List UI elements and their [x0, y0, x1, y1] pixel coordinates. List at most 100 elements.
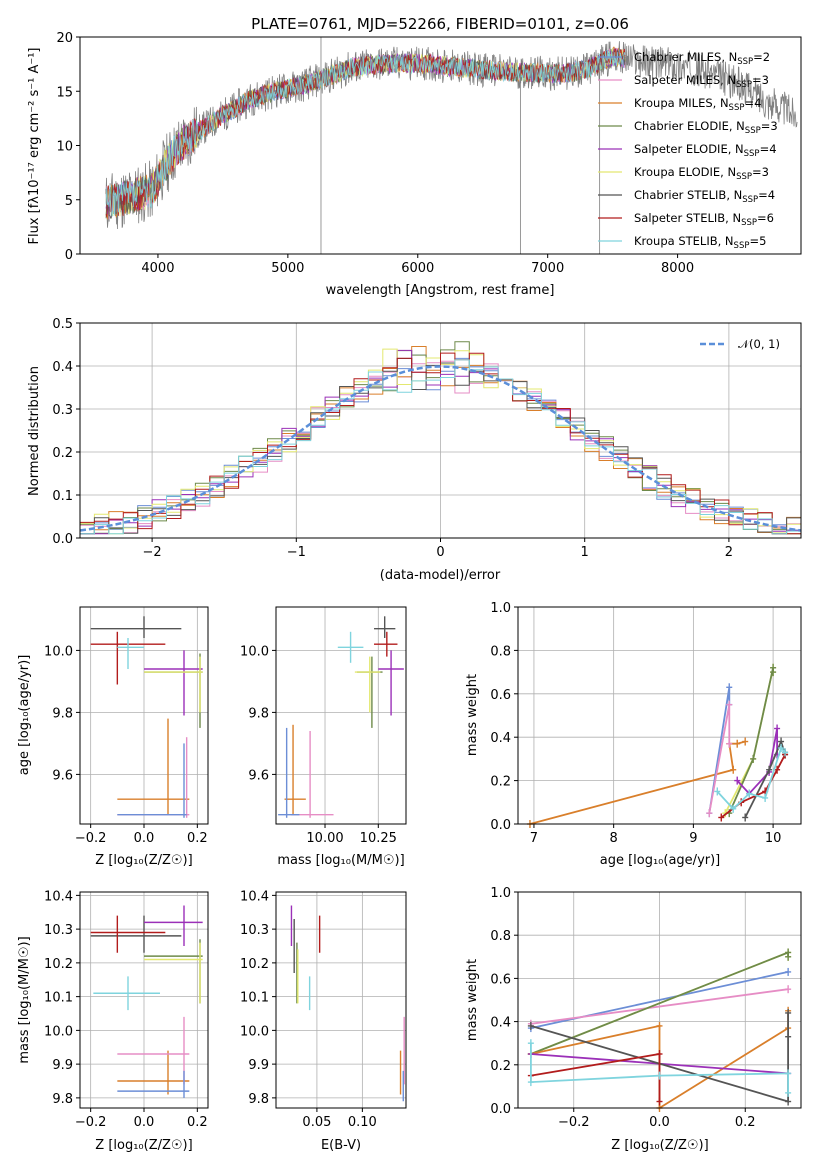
- age-vs-mass-ytick-label: 9.6: [248, 768, 269, 783]
- mass-vs-EBV-ytick-label: 9.8: [248, 1092, 269, 1107]
- mass-weight-vs-age-xtick-label: 7: [530, 831, 538, 846]
- residual-normal-curve: [79, 365, 802, 532]
- age-mass-xlabel: mass [log₁₀(M/M☉)]: [277, 853, 404, 868]
- residual-ytick-label: 0.0: [52, 532, 73, 547]
- age-vs-mass-xtick-label: 10.25: [360, 831, 397, 846]
- mass-vs-Z-ytick-label: 10.3: [44, 923, 73, 938]
- mass-vs-EBV-panel: 0.05 0.10 9.8 9.9 10.0 10.1 10.2 10.3 10.4: [240, 889, 407, 1130]
- spectrum-legend-label: Salpeter STELIB, NSSP=6: [634, 211, 774, 228]
- mass-weight-vs-Z-ytick-label: 0.6: [490, 972, 511, 987]
- residual-xtick-label: 2: [725, 545, 733, 560]
- bottom-labels: Z [log₁₀(Z/Z☉)] age [log₁₀(age/yr)] mass…: [17, 655, 720, 1153]
- residual-histogram: [80, 352, 801, 535]
- mass-weight-vs-age-panel: 7 8 9 10 0.0 0.2 0.4 0.6 0.8 1.0: [490, 601, 802, 846]
- mass-vs-Z-ytick-label: 9.9: [52, 1058, 73, 1073]
- mass-weight-vs-age-ytick-label: 0.8: [490, 644, 511, 659]
- residual-panel: −2 −1 0 1 2 0.0 0.1 0.2 0.3 0.4 0.5 (data-model)/e…: [27, 317, 802, 583]
- weight-line: [530, 1052, 661, 1102]
- age-z-ylabel: age [log₁₀(age/yr)]: [17, 655, 32, 776]
- mass-weight-vs-Z-ytick-label: 0.0: [490, 1102, 511, 1117]
- mass-vs-EBV-grid: [276, 892, 406, 1108]
- spectrum-lines: [105, 37, 798, 254]
- age-vs-Z-xtick-label: 0.0: [134, 831, 155, 846]
- mass-vs-Z-ytick-label: 10.0: [44, 1024, 73, 1039]
- spectrum-ytick-label: 0: [65, 248, 73, 263]
- age-vs-Z-panel: −0.2 0.0 0.2 9.6 9.8 10.0: [44, 606, 209, 846]
- mass-ebv-xlabel: E(B-V): [321, 1138, 361, 1153]
- weight-age-ylabel: mass weight: [465, 674, 480, 756]
- mass-weight-vs-age-xtick-label: 10: [765, 831, 782, 846]
- spectrum-legend: Chabrier MILES, NSSP=2 Salpeter MILES, NS…: [598, 50, 778, 251]
- age-vs-Z-frame: [79, 606, 209, 825]
- mass-vs-Z-ytick-label: 10.1: [44, 991, 73, 1006]
- residual-ytick-label: 0.3: [52, 403, 73, 418]
- spectrum-legend-label: Salpeter MILES, NSSP=3: [634, 73, 769, 90]
- mass-vs-Z-xtick-label: 0.0: [134, 1115, 155, 1130]
- age-vs-mass-frame: [275, 606, 407, 825]
- age-vs-Z-xtick-label: −0.2: [75, 831, 107, 846]
- mass-vs-EBV-xtick-label: 0.05: [302, 1115, 331, 1130]
- spectrum-xtick-label: 4000: [141, 261, 174, 276]
- mass-weight-vs-Z-ytick-label: 0.4: [490, 1016, 511, 1031]
- spectrum-legend-label: Chabrier STELIB, NSSP=4: [634, 188, 775, 205]
- spectrum-ticks: 4000 5000 6000 7000 8000 0 5 10 15 20: [56, 31, 694, 276]
- residual-ytick-label: 0.2: [52, 446, 73, 461]
- age-vs-Z-ytick-label: 9.6: [52, 768, 73, 783]
- mass-vs-EBV-points: [290, 905, 405, 1102]
- spectrum-ylabel: Flux [fλ10⁻¹⁷ erg cm⁻² s⁻¹ A⁻¹]: [27, 48, 42, 245]
- residual-ytick-label: 0.1: [52, 489, 73, 504]
- spectrum-ytick-label: 20: [56, 31, 73, 46]
- age-vs-Z-grid: [80, 607, 208, 824]
- spectrum-xtick-label: 6000: [401, 261, 434, 276]
- spectrum-legend-label: Kroupa MILES, NSSP=4: [634, 96, 761, 113]
- age-vs-mass-grid: [276, 607, 406, 824]
- age-vs-mass-ytick-label: 10.0: [240, 644, 269, 659]
- mass-vs-EBV-ytick-label: 10.0: [240, 1024, 269, 1039]
- spectrum-ytick-label: 10: [56, 140, 73, 155]
- weight-line: [708, 704, 731, 814]
- age-vs-mass-xtick-label: 10.00: [306, 831, 343, 846]
- weight-z-xlabel: Z [log₁₀(Z/Z☉)]: [611, 1138, 708, 1153]
- mass-weight-vs-age-ytick-label: 0.6: [490, 688, 511, 703]
- normal-curve: [79, 365, 802, 532]
- mass-vs-EBV-ytick-label: 10.4: [240, 889, 269, 904]
- mass-weight-vs-Z-xtick-label: 0.0: [649, 1115, 670, 1130]
- mass-weight-vs-age-lines: [526, 663, 789, 828]
- residual-histograms: [80, 341, 801, 535]
- mass-vs-EBV-ytick-label: 10.1: [240, 991, 269, 1006]
- mass-vs-EBV-ytick-label: 10.3: [240, 923, 269, 938]
- spectrum-ytick-label: 5: [65, 194, 73, 209]
- spectrum-xlabel: wavelength [Angstrom, rest frame]: [326, 283, 555, 298]
- mass-vs-Z-points: [90, 905, 203, 1098]
- mass-weight-vs-Z-lines: [527, 948, 792, 1112]
- age-z-xlabel: Z [log₁₀(Z/Z☉)]: [95, 853, 192, 868]
- age-vs-mass-points: [278, 616, 404, 818]
- mass-weight-vs-age-ytick-label: 0.0: [490, 818, 511, 833]
- mass-vs-Z-ytick-label: 9.8: [52, 1092, 73, 1107]
- mass-vs-Z-ytick-label: 10.2: [44, 957, 73, 972]
- small-panels: −0.2 0.0 0.2 9.6 9.8 10.0 10.00 10.25 9.6 9.8 10.0…: [44, 601, 802, 1130]
- figure-title: PLATE=0761, MJD=52266, FIBERID=0101, z=0…: [251, 15, 629, 33]
- mass-vs-EBV-frame: [275, 891, 407, 1109]
- mass-vs-EBV-ytick-label: 10.2: [240, 957, 269, 972]
- age-vs-Z-ytick-label: 10.0: [44, 644, 73, 659]
- residual-xtick-label: −1: [287, 545, 306, 560]
- mass-weight-vs-Z-xtick-label: −0.2: [558, 1115, 590, 1130]
- mass-weight-vs-Z-frame: [517, 891, 802, 1109]
- residual-xtick-label: 1: [581, 545, 589, 560]
- residual-ytick-label: 0.4: [52, 360, 73, 375]
- residual-xtick-label: 0: [436, 545, 444, 560]
- spectrum-legend-label: Chabrier ELODIE, NSSP=3: [634, 119, 778, 136]
- weight-age-xlabel: age [log₁₀(age/yr)]: [600, 853, 721, 868]
- mass-weight-vs-Z-ytick-label: 0.8: [490, 929, 511, 944]
- age-vs-Z-ytick-label: 9.8: [52, 706, 73, 721]
- spectrum-legend-label: Salpeter ELODIE, NSSP=4: [634, 142, 777, 159]
- mass-vs-Z-xtick-label: 0.2: [187, 1115, 208, 1130]
- spectrum-xtick-label: 8000: [661, 261, 694, 276]
- residual-xtick-label: −2: [143, 545, 162, 560]
- mass-vs-Z-xtick-label: −0.2: [75, 1115, 107, 1130]
- spectrum-legend-label: Chabrier MILES, NSSP=2: [634, 50, 770, 67]
- normal-legend-label: 𝒩(0, 1): [738, 337, 780, 351]
- age-vs-mass-panel: 10.00 10.25 9.6 9.8 10.0: [240, 606, 407, 846]
- mass-z-ylabel: mass [log₁₀(M/M☉)]: [17, 936, 32, 1063]
